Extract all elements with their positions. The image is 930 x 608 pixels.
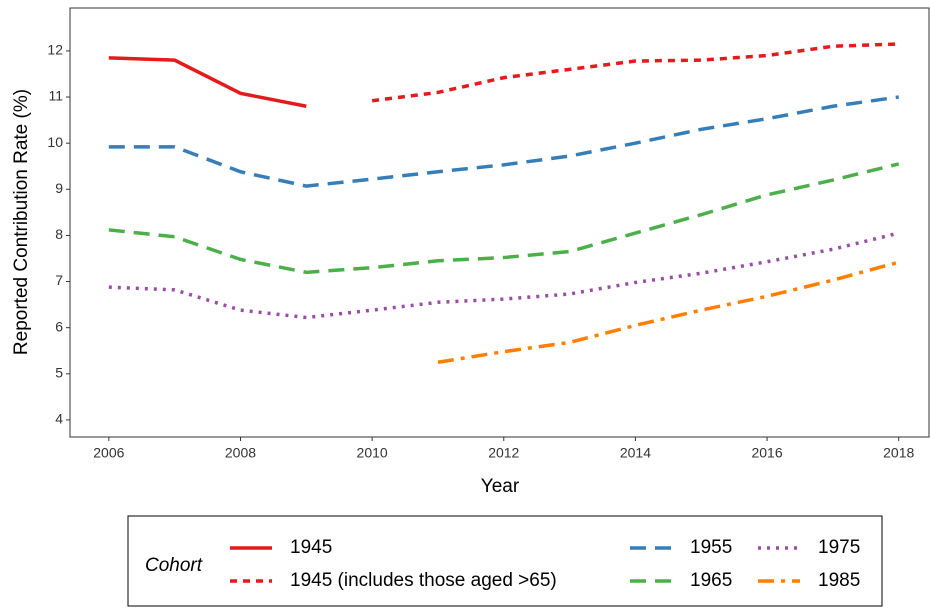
legend-label: 1945	[290, 537, 332, 558]
legend-box	[127, 515, 883, 607]
y-tick-label: 5	[55, 365, 63, 381]
y-tick-label: 7	[55, 272, 63, 288]
x-tick-label: 2010	[357, 445, 388, 461]
x-tick-label: 2008	[225, 445, 256, 461]
legend-label: 1955	[690, 537, 732, 558]
x-tick-label: 2016	[751, 445, 782, 461]
x-axis-title: Year	[481, 476, 520, 497]
x-tick-label: 2014	[620, 445, 651, 461]
series-line	[371, 42, 899, 103]
legend-label: 1985	[818, 570, 860, 591]
series-line	[108, 95, 899, 188]
series-line	[437, 260, 900, 364]
series-line	[108, 231, 900, 320]
legend-label: 1975	[818, 537, 860, 558]
series-line	[108, 162, 900, 275]
y-tick-label: 4	[55, 411, 63, 427]
y-tick-label: 9	[55, 180, 63, 196]
x-tick-label: 2018	[883, 445, 914, 461]
y-tick-label: 11	[48, 88, 63, 104]
y-tick-label: 6	[55, 318, 63, 334]
series-line	[108, 56, 307, 108]
y-tick-label: 8	[55, 226, 63, 242]
y-tick-label: 10	[47, 134, 63, 150]
x-tick-label: 2012	[488, 445, 519, 461]
legend-label: 1945 (includes those aged >65)	[290, 570, 557, 591]
legend-title: Cohort	[145, 555, 203, 576]
plot-frame	[69, 7, 930, 438]
legend-label: 1965	[690, 570, 732, 591]
y-tick-label: 12	[47, 42, 63, 58]
x-tick-label: 2006	[93, 445, 124, 461]
y-axis-title: Reported Contribution Rate (%)	[11, 89, 32, 355]
